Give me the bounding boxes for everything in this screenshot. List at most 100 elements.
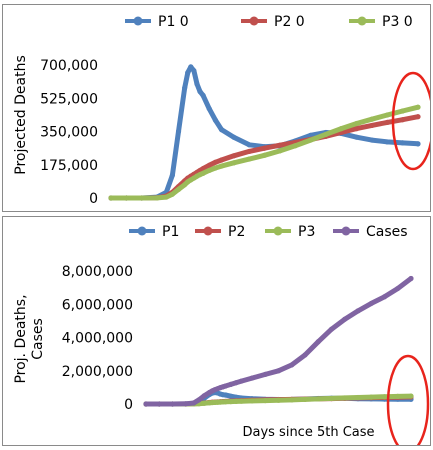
legend-marker (357, 16, 367, 26)
data-point (169, 191, 175, 197)
data-point (185, 70, 191, 76)
data-point (384, 112, 390, 118)
data-point (191, 68, 197, 74)
data-point (206, 162, 212, 168)
chart-2-svg: P1 P2 P3 Cases 8,000,000 6,000,000 4,000,000 2,… (13, 224, 430, 445)
data-point (368, 300, 374, 307)
data-point (201, 400, 207, 406)
data-point (212, 165, 218, 171)
data-point (315, 396, 321, 402)
y-tick-label: 175,000 (40, 158, 98, 174)
data-point (354, 134, 360, 140)
highlight-ellipse (386, 354, 430, 445)
data-point (275, 368, 282, 374)
data-point (395, 393, 401, 399)
data-point (249, 398, 255, 404)
data-point (182, 85, 188, 91)
legend-label: P2 (228, 224, 245, 240)
legend-label: P2 0 (274, 14, 305, 30)
data-point (233, 398, 239, 404)
data-point (289, 362, 295, 368)
data-point (261, 152, 268, 158)
data-point (197, 89, 203, 95)
legend-item: Cases (333, 224, 408, 240)
data-point (212, 159, 218, 165)
series-line-cases (143, 276, 414, 407)
data-point (342, 395, 348, 401)
data-point (369, 116, 375, 122)
data-point (200, 92, 206, 98)
data-point (315, 339, 321, 345)
data-point (328, 326, 335, 332)
y-tick-label: 0 (124, 397, 133, 413)
data-point (381, 294, 388, 300)
data-point (238, 398, 244, 404)
data-point (289, 397, 295, 403)
legend-marker (203, 226, 213, 236)
y-tick-label: 350,000 (40, 125, 98, 141)
data-point (218, 157, 225, 163)
data-point (246, 142, 252, 148)
data-point (191, 400, 197, 406)
data-point (218, 163, 225, 169)
data-point (277, 148, 283, 154)
data-point (384, 119, 390, 125)
data-point (275, 397, 282, 403)
data-point (212, 117, 218, 123)
series-points (108, 64, 421, 201)
legend-label: P3 (298, 224, 315, 240)
data-point (108, 195, 114, 201)
data-point (400, 117, 406, 123)
data-point (354, 120, 360, 127)
data-point (222, 383, 229, 389)
data-point (231, 153, 237, 159)
data-point (261, 145, 268, 151)
legend-item: P2 (195, 224, 245, 240)
data-point (156, 401, 162, 407)
data-point (246, 156, 252, 162)
legend: P1 P2 P3 Cases (129, 224, 408, 240)
y-tick-label: 2,000,000 (62, 364, 133, 380)
data-point (395, 285, 401, 292)
chart-panel-projected-deaths: P1 0 P2 0 P3 0 700,000 525,000 350,000 175,000… (2, 4, 431, 212)
data-point (408, 393, 414, 399)
series-points (143, 275, 414, 407)
data-point (400, 140, 406, 146)
data-point (302, 396, 308, 403)
data-point (408, 275, 414, 282)
data-point (222, 392, 229, 398)
data-point (307, 132, 314, 138)
data-point (400, 108, 406, 114)
legend-marker (137, 226, 147, 236)
data-point (175, 186, 182, 193)
data-point (154, 195, 160, 201)
data-point (415, 104, 421, 110)
data-point (415, 114, 421, 120)
x-axis-label: Days since 5th Case (242, 425, 374, 440)
data-point (218, 127, 225, 133)
data-point (231, 134, 237, 140)
legend-label: P3 0 (382, 14, 413, 30)
data-point (201, 393, 207, 399)
data-point (206, 167, 212, 174)
legend-label: P1 (162, 224, 179, 240)
data-point (246, 148, 252, 155)
data-point (338, 126, 344, 132)
data-point (262, 371, 268, 378)
data-point (188, 64, 194, 70)
legend: P1 0 P2 0 P3 0 (125, 14, 413, 30)
legend-label: Cases (366, 224, 408, 240)
data-point (163, 194, 169, 200)
data-point (369, 137, 375, 143)
y-tick-label: 525,000 (40, 91, 98, 107)
data-point (123, 195, 129, 201)
y-tick-label: 8,000,000 (62, 264, 133, 280)
data-point (228, 398, 234, 405)
highlight-ellipse (391, 71, 430, 171)
y-axis-label: Projected Deaths (13, 55, 29, 174)
data-point (233, 380, 239, 386)
data-point (369, 122, 375, 129)
legend-item: P1 0 (125, 14, 189, 30)
data-point (354, 126, 360, 132)
data-point (415, 141, 421, 147)
